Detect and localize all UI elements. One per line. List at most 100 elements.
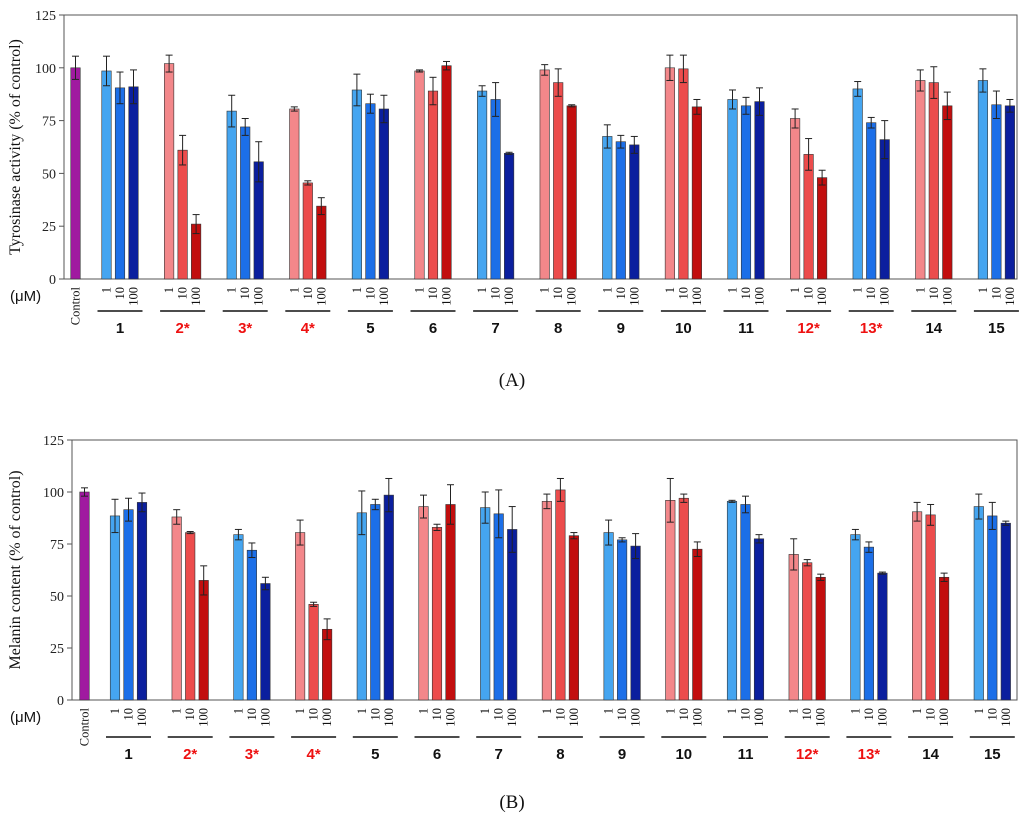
bar-compound-12-100 [815, 576, 826, 701]
bar-compound-1-1 [109, 515, 121, 701]
compound-label: 13* [860, 320, 883, 337]
bar-compound-13-1 [852, 88, 863, 280]
concentration-label: 100 [999, 708, 1013, 727]
bar-compound-15-100 [1000, 522, 1011, 701]
bar-compound-10-10 [678, 68, 689, 280]
concentration-label: 100 [502, 287, 516, 306]
concentration-label: 1 [162, 287, 176, 293]
bar-compound-12-10 [803, 154, 814, 280]
concentration-label: 100 [197, 708, 211, 727]
concentration-unit-label: (μM) [10, 709, 41, 726]
y-tick-label: 25 [50, 642, 64, 657]
concentration-label: 100 [377, 287, 391, 306]
bar-compound-8-10 [553, 82, 564, 280]
bar-compound-15-100 [1004, 105, 1015, 280]
compound-label: 4* [301, 320, 315, 337]
concentration-label: 100 [440, 287, 454, 306]
concentration-label: 10 [426, 287, 440, 300]
bar-compound-5-10 [370, 504, 381, 701]
concentration-label: 1 [293, 708, 307, 714]
y-tick-label: 75 [42, 115, 56, 130]
panel-label: (A) [499, 370, 525, 391]
concentration-label: 100 [320, 708, 334, 727]
compound-label: 1 [124, 746, 132, 763]
bar-compound-1-1 [101, 70, 112, 280]
compound-label: 7 [495, 746, 503, 763]
y-tick-label: 0 [49, 273, 56, 288]
bar-compound-7-1 [480, 507, 491, 701]
compound-label: 6 [429, 320, 437, 337]
panel-label: (B) [499, 792, 524, 813]
bar-compound-6-100 [441, 65, 452, 280]
bar-compound-3-10 [246, 549, 257, 701]
concentration-unit-label: (μM) [10, 288, 41, 305]
compound-label: 10 [675, 746, 692, 763]
bar-compound-2-1 [164, 63, 175, 280]
concentration-label: 1 [663, 287, 677, 293]
concentration-label: 100 [875, 708, 889, 727]
y-tick-label: 100 [43, 486, 64, 501]
bar-compound-11-1 [727, 99, 738, 280]
bar-control [70, 67, 81, 280]
bar-compound-10-100 [692, 548, 703, 701]
concentration-label: 100 [690, 287, 704, 306]
concentration-label: 1 [287, 287, 301, 293]
bar-compound-1-100 [136, 502, 148, 701]
bar-compound-14-100 [942, 105, 953, 280]
bar-control [79, 491, 90, 701]
bar-compound-3-1 [226, 110, 237, 280]
concentration-label: 10 [245, 708, 259, 721]
concentration-label: 100 [752, 708, 766, 727]
concentration-label: 10 [864, 287, 878, 300]
bar-compound-9-10 [615, 141, 626, 280]
compound-label: 11 [738, 746, 754, 763]
concentration-label: 1 [350, 287, 364, 293]
concentration-label: 100 [505, 708, 519, 727]
y-axis-label: Tyrosinase activity (% of control) [7, 39, 24, 255]
concentration-label: 1 [413, 287, 427, 293]
concentration-label: 100 [937, 708, 951, 727]
bar-compound-7-1 [477, 90, 488, 280]
compound-label: 8 [556, 746, 564, 763]
concentration-label: 1 [851, 287, 865, 293]
bar-compound-14-10 [928, 82, 939, 280]
bar-compound-1-100 [128, 86, 139, 280]
bar-compound-5-10 [365, 103, 376, 280]
compound-label: 15 [988, 320, 1005, 337]
concentration-label: 10 [614, 287, 628, 300]
bar-compound-11-100 [754, 101, 765, 280]
concentration-label: 100 [690, 708, 704, 727]
bar-compound-4-100 [316, 205, 327, 280]
bar-compound-11-10 [740, 504, 751, 701]
y-tick-label: 50 [42, 167, 56, 182]
concentration-label: 100 [567, 708, 581, 727]
concentration-label: 10 [739, 287, 753, 300]
y-axis-label: Melanin content (% of control) [7, 470, 24, 669]
compound-label: 14 [922, 746, 939, 763]
bar-compound-6-100 [445, 504, 456, 701]
bar-compound-4-10 [302, 182, 313, 280]
bar-compound-13-10 [866, 122, 877, 280]
bar-compound-8-10 [555, 489, 566, 701]
bar-compound-1-10 [114, 87, 126, 280]
concentration-label: 1 [540, 708, 554, 714]
concentration-label: 100 [627, 287, 641, 306]
bar-compound-10-100 [691, 106, 702, 280]
bar-compound-1-10 [123, 509, 134, 701]
bar-compound-15-10 [987, 515, 998, 701]
bar-compound-11-1 [726, 501, 738, 701]
y-tick-label: 25 [42, 220, 56, 235]
bar-compound-3-100 [260, 583, 271, 701]
control-label: Control [69, 286, 83, 325]
concentration-label: 1 [538, 287, 552, 293]
concentration-label: 10 [802, 287, 816, 300]
concentration-label: 10 [492, 708, 506, 721]
bar-compound-3-1 [233, 534, 244, 701]
bar-compound-4-1 [289, 108, 300, 280]
compound-label: 12* [796, 746, 819, 763]
concentration-label: 1 [231, 708, 245, 714]
bar-compound-6-1 [414, 70, 425, 280]
concentration-label: 10 [924, 708, 938, 721]
concentration-label: 10 [430, 708, 444, 721]
